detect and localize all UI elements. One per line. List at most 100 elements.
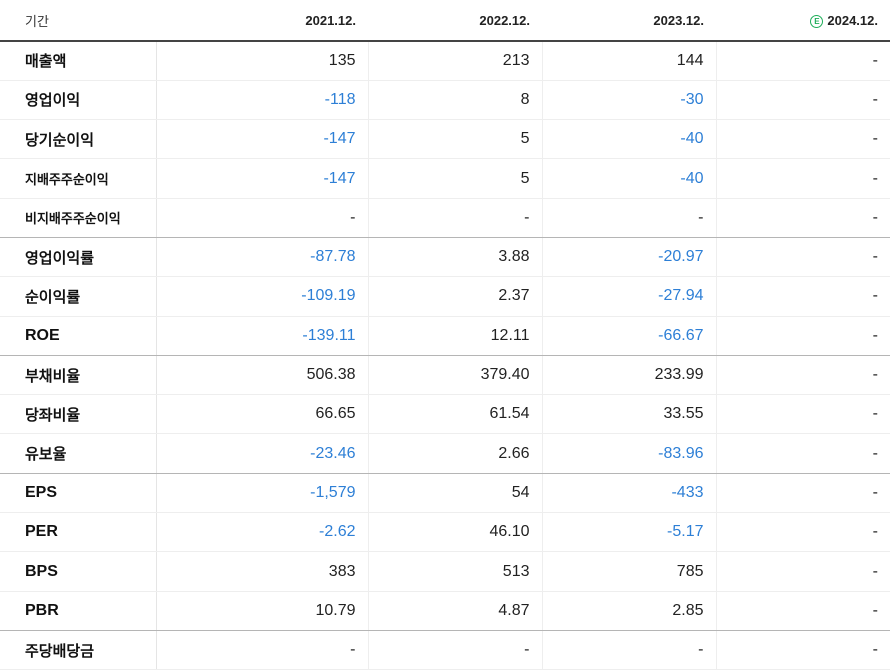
row-label: PBR	[0, 591, 157, 631]
value-cell: -66.67	[542, 316, 717, 356]
value-cell: 54	[368, 473, 543, 514]
value-cell: -433	[542, 473, 717, 514]
value-cell: -	[368, 198, 543, 238]
value-cell: -27.94	[542, 276, 717, 317]
value-cell: 2.66	[368, 433, 543, 474]
value-cell: -1,579	[156, 473, 369, 514]
value-cell: -	[542, 198, 717, 238]
value-cell: 144	[542, 41, 717, 81]
value-cell: 5	[368, 158, 543, 199]
row-label: 부채비율	[0, 355, 157, 396]
row-label: 당기순이익	[0, 119, 157, 160]
value-cell: 213	[368, 41, 543, 81]
value-cell: -	[716, 473, 890, 514]
value-cell: -	[716, 630, 890, 671]
value-cell: 10.79	[156, 591, 369, 631]
table-row: 순이익률 -109.19 2.37 -27.94-	[0, 276, 890, 317]
value-cell: -40	[542, 119, 717, 160]
value-cell: -83.96	[542, 433, 717, 474]
table-row: PER -2.62 46.10 -5.17-	[0, 512, 890, 553]
table-row: 유보율 -23.46 2.66 -83.96-	[0, 433, 890, 474]
value-cell: -	[716, 119, 890, 160]
value-cell: -	[716, 316, 890, 356]
period-header-2022: 2022.12.	[368, 0, 542, 42]
row-label: 영업이익	[0, 80, 157, 121]
row-label: PER	[0, 512, 157, 553]
value-cell: 12.11	[368, 316, 543, 356]
row-label: 순이익률	[0, 276, 157, 317]
value-cell: -	[716, 433, 890, 474]
value-cell: -	[716, 276, 890, 317]
value-cell: -	[716, 80, 890, 121]
row-label: ROE	[0, 316, 157, 356]
table-row: 영업이익 -118 8 -30-	[0, 80, 890, 121]
row-label: EPS	[0, 473, 157, 514]
value-cell: -2.62	[156, 512, 369, 553]
value-cell: 3.88	[368, 237, 543, 278]
value-cell: -118	[156, 80, 369, 121]
value-cell: -	[156, 630, 369, 671]
table-header-row: 기간 2021.12. 2022.12. 2023.12. E 2024.12.	[0, 0, 890, 42]
value-cell: -	[368, 630, 543, 671]
period-header-2024: E 2024.12.	[716, 0, 890, 42]
value-cell: 233.99	[542, 355, 717, 396]
row-label: 주당배당금	[0, 630, 157, 671]
row-label: 유보율	[0, 433, 157, 474]
row-label: BPS	[0, 551, 157, 592]
value-cell: 61.54	[368, 394, 543, 435]
value-cell: 46.10	[368, 512, 543, 553]
value-cell: -	[716, 355, 890, 396]
period-header-2021: 2021.12.	[156, 0, 368, 42]
value-cell: -	[542, 630, 717, 671]
value-cell: -	[716, 198, 890, 238]
value-cell: -	[716, 158, 890, 199]
value-cell: -	[156, 198, 369, 238]
period-label-header: 기간	[0, 0, 156, 42]
value-cell: -147	[156, 119, 369, 160]
value-cell: -5.17	[542, 512, 717, 553]
value-cell: 8	[368, 80, 543, 121]
estimate-icon: E	[810, 14, 824, 28]
value-cell: -	[716, 512, 890, 553]
value-cell: 66.65	[156, 394, 369, 435]
period-header-2024-label: 2024.12.	[827, 12, 878, 28]
value-cell: -147	[156, 158, 369, 199]
value-cell: -139.11	[156, 316, 369, 356]
table-row: 당좌비율 66.65 61.54 33.55-	[0, 394, 890, 435]
value-cell: -23.46	[156, 433, 369, 474]
value-cell: -109.19	[156, 276, 369, 317]
value-cell: -20.97	[542, 237, 717, 278]
table-row: 당기순이익 -147 5 -40-	[0, 119, 890, 160]
period-header-2023: 2023.12.	[542, 0, 716, 42]
table-row: EPS -1,579 54 -433-	[0, 473, 890, 514]
value-cell: 33.55	[542, 394, 717, 435]
table-row: 지배주주순이익 -147 5 -40-	[0, 158, 890, 199]
table-row: 매출액 135 213 144-	[0, 41, 890, 81]
row-label: 당좌비율	[0, 394, 157, 435]
value-cell: 2.37	[368, 276, 543, 317]
table-row: 부채비율 506.38 379.40 233.99-	[0, 355, 890, 396]
table-row: 영업이익률 -87.78 3.88 -20.97-	[0, 237, 890, 278]
table-row: 주당배당금 - - - -	[0, 630, 890, 671]
value-cell: -	[716, 591, 890, 631]
row-label: 지배주주순이익	[0, 158, 157, 199]
table-row: PBR 10.79 4.87 2.85-	[0, 591, 890, 631]
value-cell: 379.40	[368, 355, 543, 396]
value-cell: 135	[156, 41, 369, 81]
table-row: ROE -139.11 12.11 -66.67-	[0, 316, 890, 356]
table-row: 비지배주주순이익 - - - -	[0, 198, 890, 238]
value-cell: 4.87	[368, 591, 543, 631]
value-cell: 5	[368, 119, 543, 160]
value-cell: -	[716, 41, 890, 81]
value-cell: 2.85	[542, 591, 717, 631]
value-cell: 383	[156, 551, 369, 592]
value-cell: -	[716, 394, 890, 435]
value-cell: -30	[542, 80, 717, 121]
value-cell: -40	[542, 158, 717, 199]
value-cell: 513	[368, 551, 543, 592]
row-label: 영업이익률	[0, 237, 157, 278]
row-label: 매출액	[0, 41, 157, 81]
value-cell: -	[716, 551, 890, 592]
value-cell: -87.78	[156, 237, 369, 278]
